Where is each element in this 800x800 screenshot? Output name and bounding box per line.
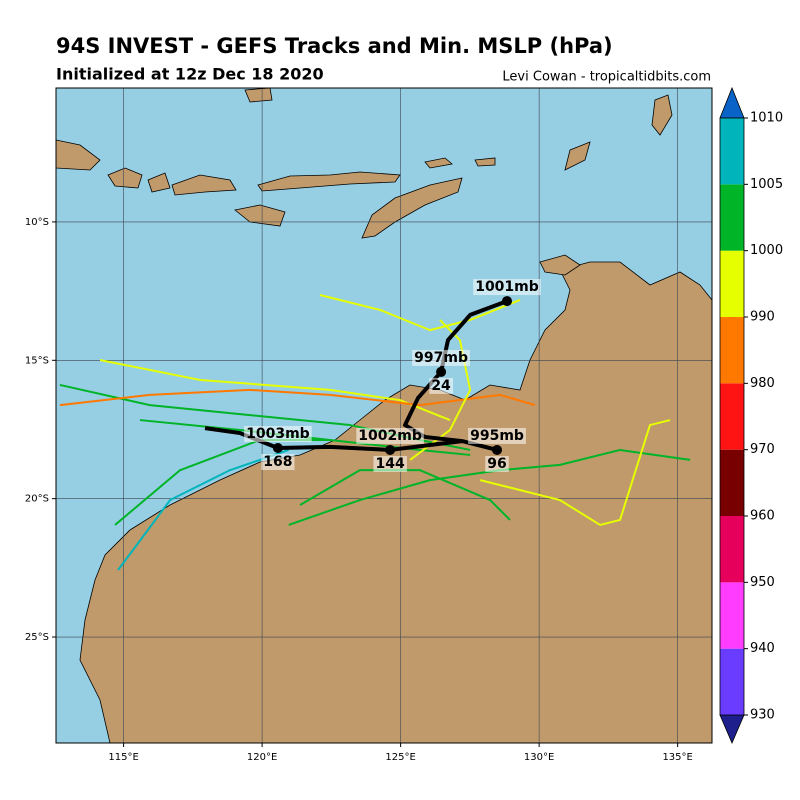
- mean-track-label: 1003mb: [246, 426, 310, 442]
- colorbar-frame: [719, 117, 745, 716]
- mean-track-point: [385, 444, 396, 455]
- member-track: [319, 294, 521, 332]
- colorbar-label: 990: [750, 310, 775, 325]
- mean-track-label: 1001mb: [475, 279, 539, 295]
- x-tick-label: 115°E: [108, 752, 138, 763]
- colorbar-label: 960: [750, 509, 775, 524]
- label-background: [473, 279, 541, 296]
- colorbar-segment: [720, 449, 744, 516]
- colorbar-label: 980: [750, 376, 775, 391]
- sumbawa: [171, 174, 237, 196]
- colorbar-segment: [720, 118, 744, 185]
- subtitle: Initialized at 12z Dec 18 2020: [56, 65, 324, 84]
- colorbar-segment: [720, 648, 744, 715]
- flores: [257, 171, 401, 192]
- australia: [79, 261, 712, 743]
- mean-tracks: 1001mb 997mb 24 995mb 96 1002mb 144 1003mb 168: [204, 279, 541, 472]
- mean-track-point: [436, 366, 447, 377]
- member-track: [299, 469, 511, 521]
- colorbar-segment: [720, 317, 744, 384]
- map-area: 1001mb 997mb 24 995mb 96 1002mb 144 1003mb 168: [56, 88, 712, 743]
- x-tick-label: 125°E: [385, 752, 415, 763]
- mean-track-label: 168: [263, 454, 292, 470]
- mean-track-point: [492, 444, 503, 455]
- credit: Levi Cowan - tropicaltidbits.com: [502, 70, 711, 85]
- java-east: [56, 139, 101, 171]
- member-track: [479, 419, 671, 526]
- member-track: [59, 388, 536, 407]
- label-background: [244, 426, 312, 443]
- label-background: [412, 349, 470, 366]
- y-tick-label: 10°S: [25, 217, 49, 228]
- colorbar-segment: [720, 582, 744, 649]
- wetar-islands: [424, 141, 591, 171]
- colorbar-segment: [720, 516, 744, 583]
- sumba: [234, 204, 286, 227]
- colorbar-label: 940: [750, 641, 775, 656]
- grid: [56, 88, 712, 743]
- colorbar-segment: [720, 184, 744, 251]
- y-tick-label: 25°S: [25, 632, 49, 643]
- label-background: [373, 455, 407, 472]
- axes: 115°E 120°E 125°E 130°E 135°E 10°S 15°S 20°S 25°…: [25, 217, 693, 763]
- label-background: [261, 454, 295, 471]
- label-background: [485, 455, 509, 472]
- map-frame: [55, 87, 713, 744]
- timor: [361, 177, 463, 239]
- tanimbar: [244, 88, 673, 136]
- x-tick-label: 130°E: [524, 752, 554, 763]
- colorbar-label: 1005: [750, 177, 783, 192]
- member-track: [117, 449, 290, 571]
- y-tick-label: 20°S: [25, 494, 49, 505]
- title: 94S INVEST - GEFS Tracks and Min. MSLP (…: [56, 34, 613, 58]
- label-background: [468, 427, 526, 444]
- mean-track-label: 995mb: [470, 428, 524, 444]
- member-track: [99, 359, 451, 421]
- y-tick-label: 15°S: [25, 355, 49, 366]
- melville: [539, 254, 581, 276]
- mean-track-point: [272, 443, 283, 454]
- colorbar-segment: [720, 250, 744, 317]
- mean-track-label: 1002mb: [358, 428, 422, 444]
- colorbar-over: [719, 86, 745, 119]
- colorbar-label: 950: [750, 575, 775, 590]
- mean-track-label: 24: [431, 378, 451, 394]
- colorbar-label: 930: [750, 708, 775, 723]
- x-tick-label: 120°E: [247, 752, 277, 763]
- colorbar: 930 940 950 960 970 980 990 1000 1005 1010: [719, 86, 783, 745]
- label-background: [429, 377, 454, 394]
- colorbar-segment: [720, 383, 744, 450]
- mean-track: [204, 426, 463, 452]
- colorbar-label: 970: [750, 442, 775, 457]
- x-tick-label: 135°E: [662, 752, 692, 763]
- colorbar-label: 1000: [750, 243, 783, 258]
- mean-track-label: 96: [487, 456, 506, 472]
- colorbar-label: 1010: [750, 111, 783, 126]
- mean-track: [403, 299, 508, 452]
- mean-track-label: 997mb: [414, 350, 468, 366]
- member-track: [59, 383, 471, 451]
- mean-track-point: [502, 296, 512, 307]
- mean-track-label: 144: [375, 456, 404, 472]
- colorbar-under: [719, 714, 745, 745]
- label-background: [356, 427, 424, 444]
